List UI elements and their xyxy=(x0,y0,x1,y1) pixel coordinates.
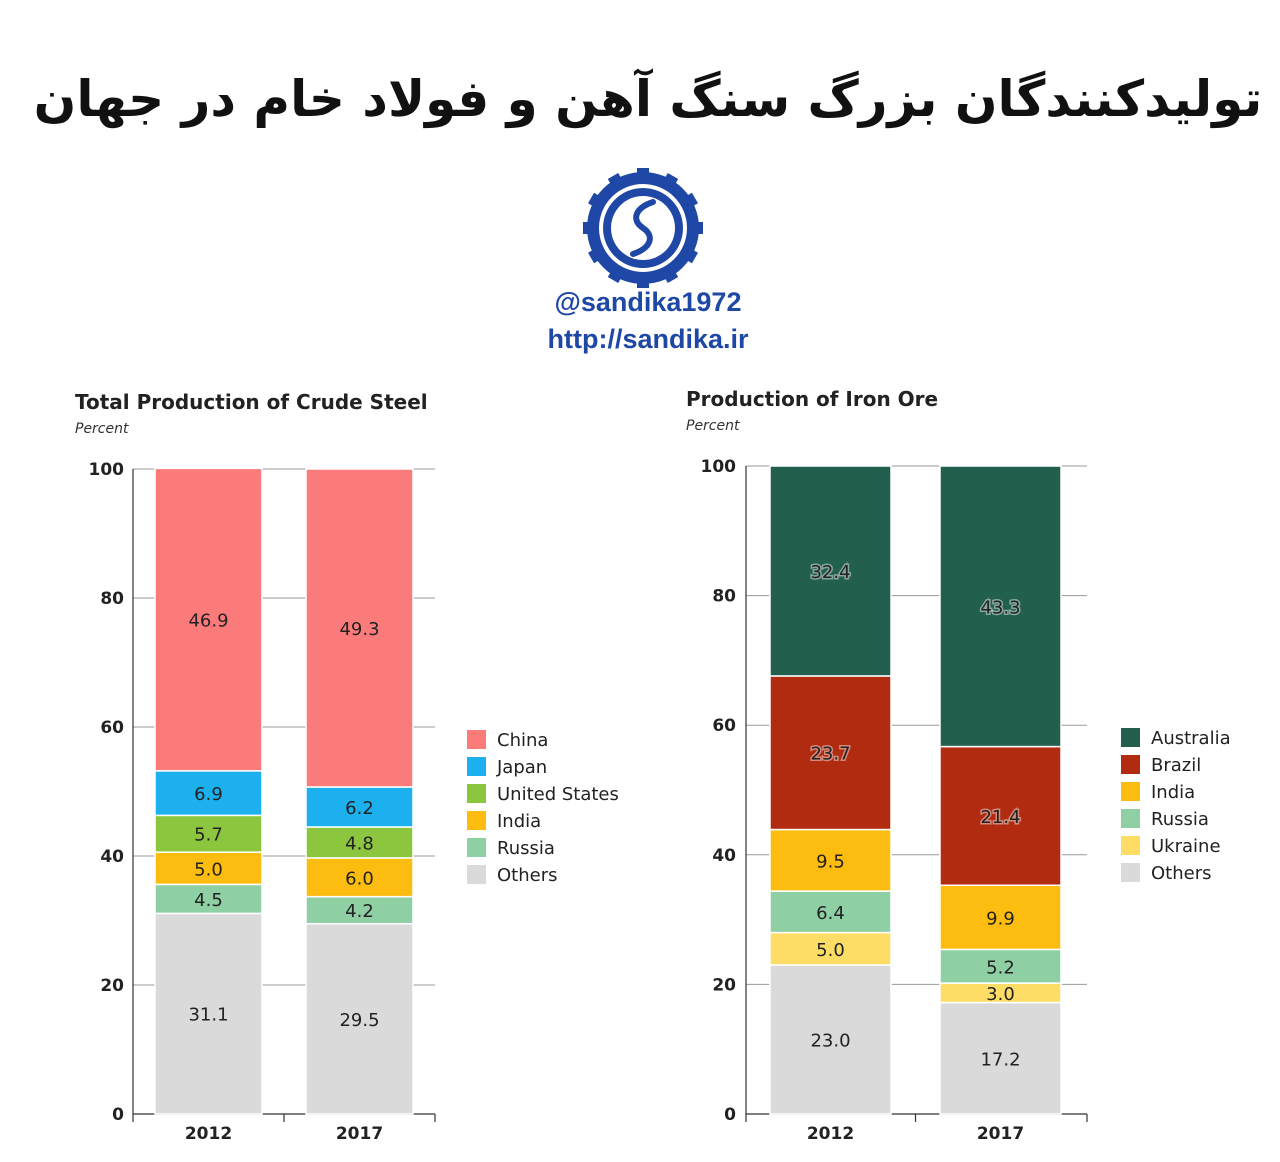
steel-data-label: 6.2 xyxy=(345,798,374,819)
ore-legend-label: Brazil xyxy=(1151,755,1201,776)
steel-chart-title: Total Production of Crude Steel xyxy=(75,390,428,414)
steel-legend-label: Russia xyxy=(497,838,555,859)
ore-data-label: 9.5 xyxy=(816,851,845,872)
ore-bar-2012-australia xyxy=(769,465,892,677)
steel-ytick-label: 80 xyxy=(100,589,124,609)
steel-bar-2012-japan xyxy=(154,770,263,817)
telegram-handle: @sandika1972 xyxy=(554,287,742,317)
ore-legend-swatch xyxy=(1121,755,1140,774)
steel-data-label: 5.0 xyxy=(194,859,223,880)
steel-bar-2012-russia xyxy=(154,883,263,915)
ore-data-label: 43.3 xyxy=(980,597,1020,618)
steel-ytick-label: 40 xyxy=(100,847,124,867)
steel-data-label: 6.9 xyxy=(194,784,223,805)
ore-ytick-label: 100 xyxy=(701,457,737,477)
ore-data-label: 23.0 xyxy=(810,1030,850,1051)
steel-bar-2012-china xyxy=(154,467,263,772)
ore-data-label: 5.0 xyxy=(816,940,845,961)
steel-data-label: 31.1 xyxy=(188,1005,228,1026)
steel-bar-2017-japan xyxy=(305,786,414,828)
ore-xtick-label: 2017 xyxy=(977,1124,1024,1144)
steel-data-label: 4.8 xyxy=(345,833,374,854)
ore-bar-2012-russia xyxy=(769,890,892,934)
ore-ytick-label: 40 xyxy=(712,846,736,866)
steel-legend-swatch xyxy=(467,757,486,776)
steel-data-label: 29.5 xyxy=(339,1010,379,1031)
ore-ytick-label: 0 xyxy=(724,1105,736,1125)
steel-legend-label: Others xyxy=(497,865,558,886)
steel-ytick-label: 0 xyxy=(112,1105,124,1125)
ore-legend-label: Russia xyxy=(1151,809,1209,830)
steel-legend-swatch xyxy=(467,811,486,830)
steel-legend-label: United States xyxy=(497,784,619,805)
ore-ytick-label: 80 xyxy=(712,587,736,607)
steel-ytick-label: 100 xyxy=(89,460,125,480)
steel-legend-swatch xyxy=(467,730,486,749)
ore-bar-2017-india xyxy=(939,884,1062,951)
ore-legend-label: India xyxy=(1151,782,1195,803)
ore-bar-2017-others xyxy=(939,1001,1062,1115)
steel-data-label: 4.2 xyxy=(345,901,374,922)
website-url[interactable]: http://sandika.ir xyxy=(547,324,749,354)
steel-legend-swatch xyxy=(467,838,486,857)
ore-legend-swatch xyxy=(1121,782,1140,801)
ore-chart-title: Production of Iron Ore xyxy=(686,387,939,411)
steel-legend-swatch xyxy=(467,784,486,803)
ore-ytick-label: 60 xyxy=(712,716,736,736)
ore-data-label: 21.4 xyxy=(980,807,1020,828)
steel-ytick-label: 60 xyxy=(100,718,124,738)
steel-chart-subtitle: Percent xyxy=(75,421,129,437)
ore-legend-label: Others xyxy=(1151,863,1212,884)
ore-bar-2012-india xyxy=(769,828,892,892)
steel-bar-2017-russia xyxy=(305,895,414,925)
ore-xtick-label: 2012 xyxy=(807,1124,854,1144)
ore-legend-swatch xyxy=(1121,728,1140,747)
ore-legend-swatch xyxy=(1121,836,1140,855)
page-title: تولیدکنندگان بزرگ سنگ آهن و فولاد خام در… xyxy=(33,70,1263,128)
sandika-logo xyxy=(583,168,703,288)
steel-bar-2017-china xyxy=(305,468,414,788)
ore-data-label: 32.4 xyxy=(810,562,850,583)
ore-data-label: 6.4 xyxy=(816,903,845,924)
ore-legend-label: Ukraine xyxy=(1151,836,1221,857)
ore-legend-label: Australia xyxy=(1151,728,1231,749)
ore-data-label: 3.0 xyxy=(986,984,1015,1005)
ore-bar-2017-russia xyxy=(939,948,1062,984)
steel-legend-label: Japan xyxy=(496,757,547,778)
ore-data-label: 9.9 xyxy=(986,908,1015,929)
steel-legend-label: China xyxy=(497,730,548,751)
steel-bar-2012-united-states xyxy=(154,814,263,853)
ore-legend-swatch xyxy=(1121,809,1140,828)
ore-ytick-label: 20 xyxy=(712,975,736,995)
ore-bar-2012-others xyxy=(769,964,892,1115)
ore-bar-2012-ukraine xyxy=(769,931,892,966)
steel-data-label: 4.5 xyxy=(194,890,223,911)
ore-bar-2017-australia xyxy=(939,465,1062,748)
steel-bar-2012-others xyxy=(154,912,263,1115)
steel-data-label: 49.3 xyxy=(339,619,379,640)
steel-xtick-label: 2017 xyxy=(336,1124,383,1144)
steel-bar-2017-india xyxy=(305,857,414,898)
steel-legend-label: India xyxy=(497,811,541,832)
steel-data-label: 6.0 xyxy=(345,868,374,889)
steel-legend-swatch xyxy=(467,865,486,884)
steel-data-label: 5.7 xyxy=(194,825,223,846)
ore-legend-swatch xyxy=(1121,863,1140,882)
steel-bar-2017-others xyxy=(305,922,414,1115)
ore-chart-subtitle: Percent xyxy=(686,418,740,434)
steel-xtick-label: 2012 xyxy=(185,1124,232,1144)
ore-data-label: 23.7 xyxy=(810,744,850,765)
ore-data-label: 5.2 xyxy=(986,957,1015,978)
ore-data-label: 17.2 xyxy=(980,1049,1020,1070)
steel-data-label: 46.9 xyxy=(188,611,228,632)
steel-ytick-label: 20 xyxy=(100,976,124,996)
